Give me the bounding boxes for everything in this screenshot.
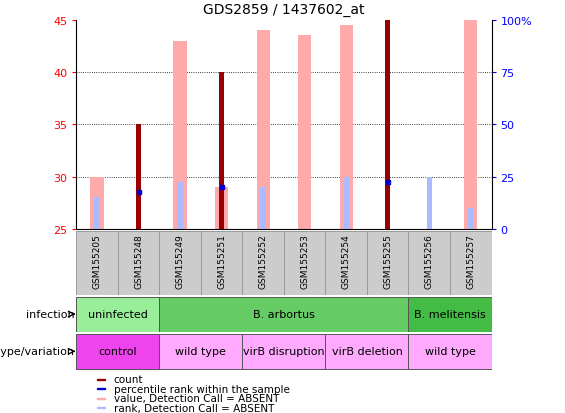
Text: GSM155253: GSM155253 bbox=[300, 233, 309, 288]
Text: wild type: wild type bbox=[424, 347, 476, 356]
Bar bbox=[325, 334, 408, 369]
Bar bbox=[284, 231, 325, 295]
Bar bbox=[450, 231, 492, 295]
Bar bbox=[97, 388, 105, 389]
Text: virB deletion: virB deletion bbox=[332, 347, 402, 356]
Bar bbox=[427, 177, 432, 229]
Bar bbox=[385, 21, 390, 229]
Bar bbox=[344, 177, 349, 229]
Bar bbox=[97, 379, 105, 380]
Text: percentile rank within the sample: percentile rank within the sample bbox=[114, 384, 289, 394]
Text: value, Detection Call = ABSENT: value, Detection Call = ABSENT bbox=[114, 393, 279, 403]
Text: rank, Detection Call = ABSENT: rank, Detection Call = ABSENT bbox=[114, 403, 274, 413]
Bar bbox=[260, 188, 266, 229]
Bar bbox=[173, 42, 187, 229]
Text: infection: infection bbox=[25, 309, 74, 319]
Bar bbox=[90, 177, 104, 229]
Text: control: control bbox=[98, 347, 137, 356]
Bar bbox=[76, 334, 159, 369]
Bar bbox=[97, 407, 105, 408]
Bar bbox=[408, 334, 492, 369]
Text: GSM155249: GSM155249 bbox=[176, 233, 185, 288]
Bar bbox=[219, 73, 224, 229]
Bar bbox=[464, 21, 477, 229]
Bar bbox=[408, 297, 492, 332]
Bar bbox=[136, 125, 141, 229]
Bar bbox=[325, 231, 367, 295]
Text: wild type: wild type bbox=[175, 347, 227, 356]
Bar bbox=[367, 231, 408, 295]
Text: GSM155254: GSM155254 bbox=[342, 233, 351, 288]
Bar bbox=[97, 398, 105, 399]
Text: GSM155248: GSM155248 bbox=[134, 233, 143, 288]
Text: genotype/variation: genotype/variation bbox=[0, 347, 74, 356]
Title: GDS2859 / 1437602_at: GDS2859 / 1437602_at bbox=[203, 3, 364, 17]
Bar bbox=[257, 31, 270, 229]
Bar bbox=[159, 297, 408, 332]
Text: virB disruption: virB disruption bbox=[243, 347, 325, 356]
Bar bbox=[159, 231, 201, 295]
Bar bbox=[468, 208, 473, 229]
Text: GSM155251: GSM155251 bbox=[217, 233, 226, 288]
Text: uninfected: uninfected bbox=[88, 309, 147, 319]
Bar bbox=[408, 231, 450, 295]
Text: GSM155205: GSM155205 bbox=[93, 233, 102, 288]
Text: GSM155256: GSM155256 bbox=[425, 233, 434, 288]
Text: GSM155255: GSM155255 bbox=[383, 233, 392, 288]
Bar bbox=[76, 297, 159, 332]
Bar bbox=[201, 231, 242, 295]
Bar bbox=[159, 334, 242, 369]
Bar bbox=[118, 231, 159, 295]
Bar bbox=[215, 188, 228, 229]
Bar bbox=[242, 334, 325, 369]
Bar bbox=[242, 231, 284, 295]
Bar bbox=[76, 231, 118, 295]
Text: count: count bbox=[114, 374, 143, 384]
Text: GSM155252: GSM155252 bbox=[259, 233, 268, 288]
Bar bbox=[94, 198, 100, 229]
Bar bbox=[177, 182, 183, 229]
Text: B. arbortus: B. arbortus bbox=[253, 309, 315, 319]
Bar bbox=[298, 36, 311, 229]
Text: B. melitensis: B. melitensis bbox=[414, 309, 486, 319]
Text: GSM155257: GSM155257 bbox=[466, 233, 475, 288]
Bar bbox=[340, 26, 353, 229]
